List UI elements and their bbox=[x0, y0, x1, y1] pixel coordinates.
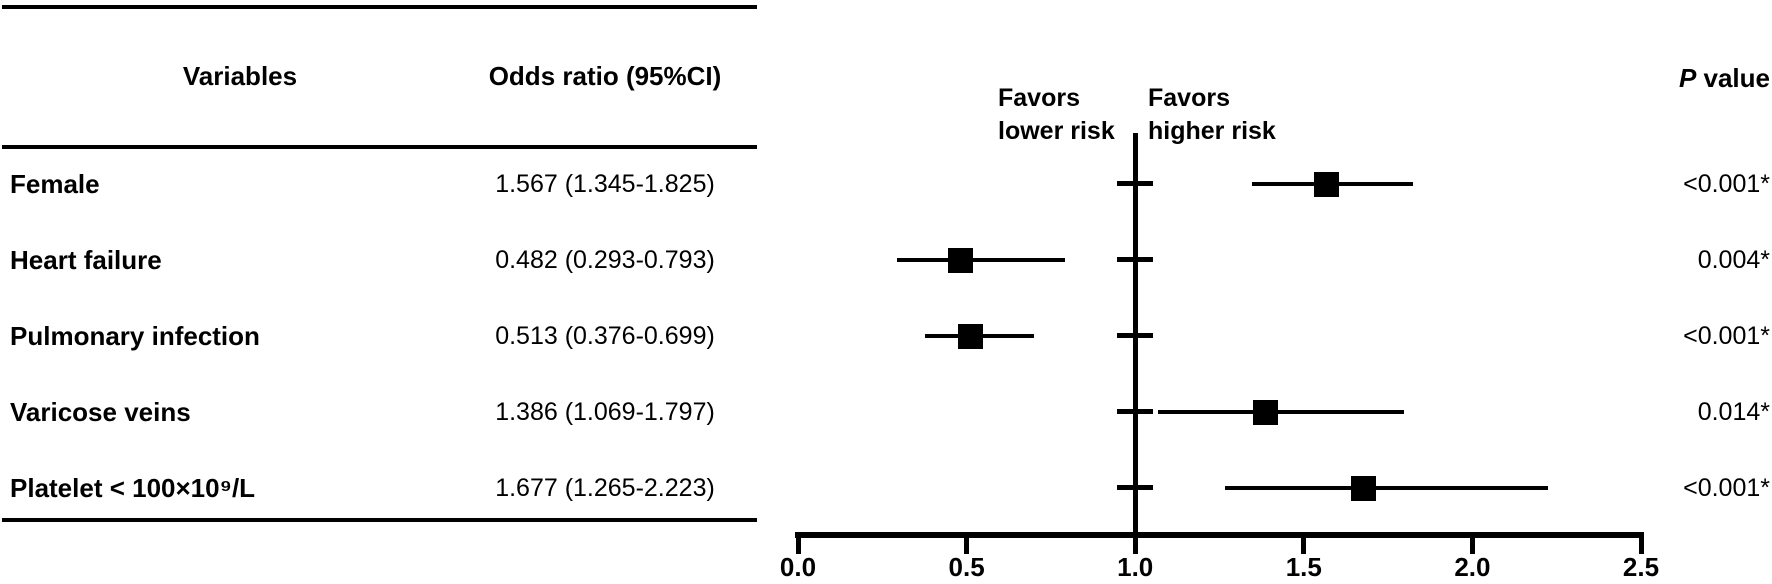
odds-ratio-value: 1.386 (1.069-1.797) bbox=[495, 398, 715, 426]
p-value-header-rest: value bbox=[1696, 63, 1771, 93]
favors-higher-risk-label: Favors higher risk bbox=[1148, 82, 1276, 148]
odds-ratio-value: 0.513 (0.376-0.699) bbox=[495, 322, 715, 350]
p-value: 0.004* bbox=[1697, 246, 1770, 274]
p-value: <0.001* bbox=[1683, 170, 1770, 198]
axis-tick-label: 1.0 bbox=[1117, 552, 1154, 582]
favors-lower-risk-label: Favors lower risk bbox=[998, 82, 1115, 148]
or-marker bbox=[948, 247, 974, 273]
x-axis-line bbox=[795, 532, 1644, 538]
favors-lower-line2: lower risk bbox=[998, 117, 1115, 145]
variable-label: Pulmonary infection bbox=[10, 321, 260, 351]
table-bottom-rule bbox=[2, 518, 757, 522]
reference-line bbox=[1132, 133, 1138, 552]
variable-label: Platelet < 100×10⁹/L bbox=[10, 473, 256, 503]
axis-tick bbox=[1301, 535, 1307, 554]
ci-whisker bbox=[896, 258, 1066, 262]
axis-tick-label: 1.5 bbox=[1285, 552, 1322, 582]
variables-header: Variables bbox=[182, 61, 298, 91]
ci-whisker bbox=[1224, 486, 1548, 490]
table-header-rule bbox=[2, 145, 757, 149]
reference-row-tick bbox=[1117, 257, 1154, 262]
odds-ratio-header: Odds ratio (95%CI) bbox=[488, 61, 722, 91]
axis-tick-label: 2.5 bbox=[1622, 552, 1660, 582]
axis-tick bbox=[1638, 535, 1644, 554]
reference-row-tick bbox=[1117, 485, 1154, 490]
p-value-header-italic: P bbox=[1678, 63, 1697, 93]
reference-row-tick bbox=[1117, 181, 1154, 186]
p-value: <0.001* bbox=[1683, 474, 1770, 502]
axis-tick bbox=[795, 535, 801, 554]
favors-higher-line1: Favors bbox=[1148, 84, 1230, 112]
p-value: 0.014* bbox=[1697, 398, 1770, 426]
table-top-rule bbox=[2, 5, 757, 9]
axis-tick-label: 0.5 bbox=[948, 552, 985, 582]
axis-tick-label: 2.0 bbox=[1454, 552, 1491, 582]
or-marker bbox=[1313, 171, 1339, 197]
odds-ratio-value: 0.482 (0.293-0.793) bbox=[495, 246, 715, 274]
variable-label: Varicose veins bbox=[10, 397, 191, 427]
axis-tick-label: 0.0 bbox=[779, 552, 817, 582]
p-value: <0.001* bbox=[1683, 322, 1770, 350]
favors-lower-line1: Favors bbox=[998, 84, 1080, 112]
variable-label: Heart failure bbox=[10, 245, 162, 275]
axis-tick bbox=[964, 535, 970, 554]
or-marker bbox=[1252, 399, 1278, 425]
p-value-header: P value bbox=[1570, 62, 1770, 94]
ci-whisker bbox=[1158, 410, 1404, 414]
reference-row-tick bbox=[1117, 333, 1154, 338]
odds-ratio-value: 1.677 (1.265-2.223) bbox=[495, 474, 715, 502]
or-marker bbox=[958, 323, 984, 349]
favors-higher-line2: higher risk bbox=[1148, 117, 1276, 145]
axis-tick bbox=[1469, 535, 1475, 554]
or-marker bbox=[1350, 475, 1376, 501]
odds-ratio-value: 1.567 (1.345-1.825) bbox=[495, 170, 715, 198]
axis-tick bbox=[1132, 535, 1138, 554]
reference-row-tick bbox=[1117, 409, 1154, 414]
variable-label: Female bbox=[10, 169, 100, 199]
